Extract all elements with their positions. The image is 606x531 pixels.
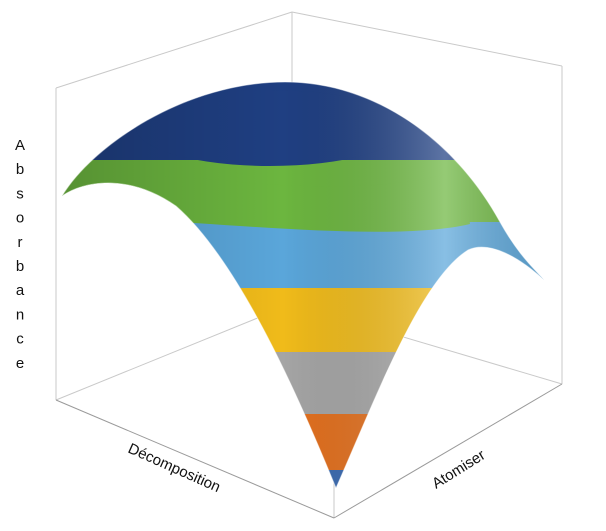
box-edge-floor-back-left xyxy=(55,303,293,401)
z-axis-label-letter: n xyxy=(16,306,24,323)
z-axis-label-letter: e xyxy=(16,355,24,372)
z-axis-label-letter: s xyxy=(16,185,24,202)
box-edge-floor-front-left xyxy=(55,399,335,519)
surface-band-1 xyxy=(62,470,544,488)
z-axis-label-letter: r xyxy=(18,234,23,251)
box-edge-top-back-left xyxy=(55,11,293,89)
surface-shading xyxy=(62,82,544,488)
z-axis-label-letter: b xyxy=(16,161,24,178)
z-axis-label-letter: c xyxy=(16,331,24,348)
surface-edge xyxy=(61,81,545,490)
z-axis-label-letter: o xyxy=(16,210,24,227)
box-edge-floor-front-right xyxy=(333,383,563,519)
response-surface xyxy=(61,81,545,490)
z-axis-label-letter: A xyxy=(15,137,25,154)
z-axis-label-letter: a xyxy=(16,282,25,299)
box-edge-top-back-right xyxy=(291,11,563,67)
z-axis-label-letter: b xyxy=(16,258,24,275)
y-axis-label: Atomiser xyxy=(429,447,488,493)
x-axis-label: Décomposition xyxy=(125,440,223,496)
